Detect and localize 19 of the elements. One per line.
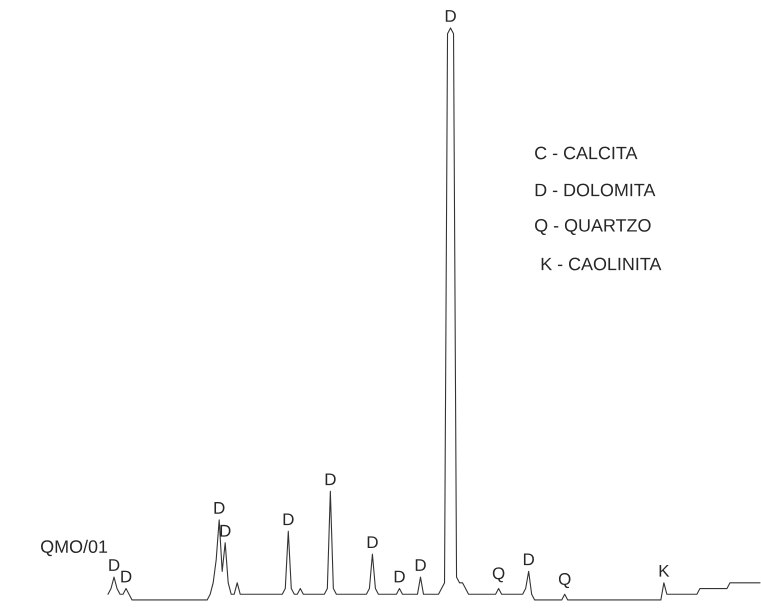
- annotation: D: [326, 473, 336, 486]
- annotation: D: [284, 513, 294, 526]
- annotation: K: [660, 564, 670, 577]
- annotation: Q - QUARTZO: [535, 219, 651, 235]
- annotation: D: [368, 536, 378, 548]
- annotation: D: [109, 559, 120, 571]
- annotation: D: [394, 570, 405, 582]
- annotation: Q: [492, 567, 504, 582]
- annotation: D: [416, 559, 426, 571]
- annotation: Q: [558, 573, 570, 588]
- annotation: D: [446, 10, 456, 22]
- annotation: D - DOLOMITA: [536, 184, 656, 196]
- annotation: D: [220, 524, 230, 537]
- annotation: D: [214, 502, 224, 514]
- annotation: D: [121, 570, 132, 582]
- annotation: D: [524, 554, 534, 566]
- annotation: K - CAOLINITA: [542, 258, 662, 270]
- annotation: C - CALCITA: [535, 146, 638, 160]
- annotation: QMO/01: [41, 540, 108, 556]
